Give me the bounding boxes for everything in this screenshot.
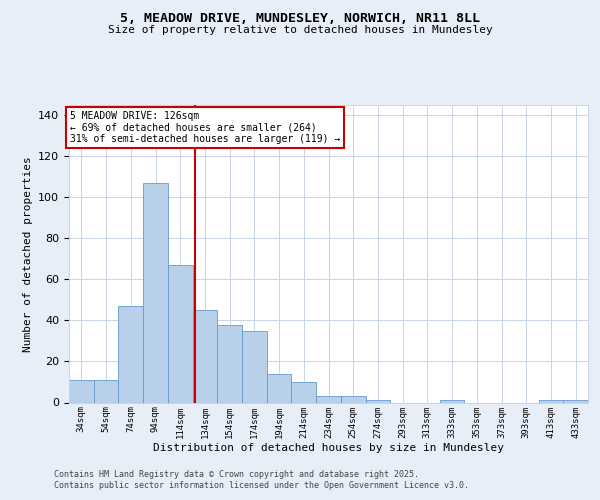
Bar — [316, 396, 341, 402]
Bar — [440, 400, 464, 402]
Bar — [563, 400, 588, 402]
Bar — [242, 330, 267, 402]
Bar — [217, 324, 242, 402]
Bar — [539, 400, 563, 402]
Bar — [94, 380, 118, 402]
Bar — [267, 374, 292, 402]
Bar — [118, 306, 143, 402]
Bar — [143, 183, 168, 402]
Bar — [341, 396, 365, 402]
Text: 5 MEADOW DRIVE: 126sqm
← 69% of detached houses are smaller (264)
31% of semi-de: 5 MEADOW DRIVE: 126sqm ← 69% of detached… — [70, 111, 340, 144]
Text: Contains HM Land Registry data © Crown copyright and database right 2025.: Contains HM Land Registry data © Crown c… — [54, 470, 419, 479]
Bar — [365, 400, 390, 402]
X-axis label: Distribution of detached houses by size in Mundesley: Distribution of detached houses by size … — [153, 443, 504, 453]
Text: Contains public sector information licensed under the Open Government Licence v3: Contains public sector information licen… — [54, 481, 469, 490]
Y-axis label: Number of detached properties: Number of detached properties — [23, 156, 32, 352]
Text: Size of property relative to detached houses in Mundesley: Size of property relative to detached ho… — [107, 25, 493, 35]
Text: 5, MEADOW DRIVE, MUNDESLEY, NORWICH, NR11 8LL: 5, MEADOW DRIVE, MUNDESLEY, NORWICH, NR1… — [120, 12, 480, 26]
Bar — [193, 310, 217, 402]
Bar — [168, 265, 193, 402]
Bar — [69, 380, 94, 402]
Bar — [292, 382, 316, 402]
